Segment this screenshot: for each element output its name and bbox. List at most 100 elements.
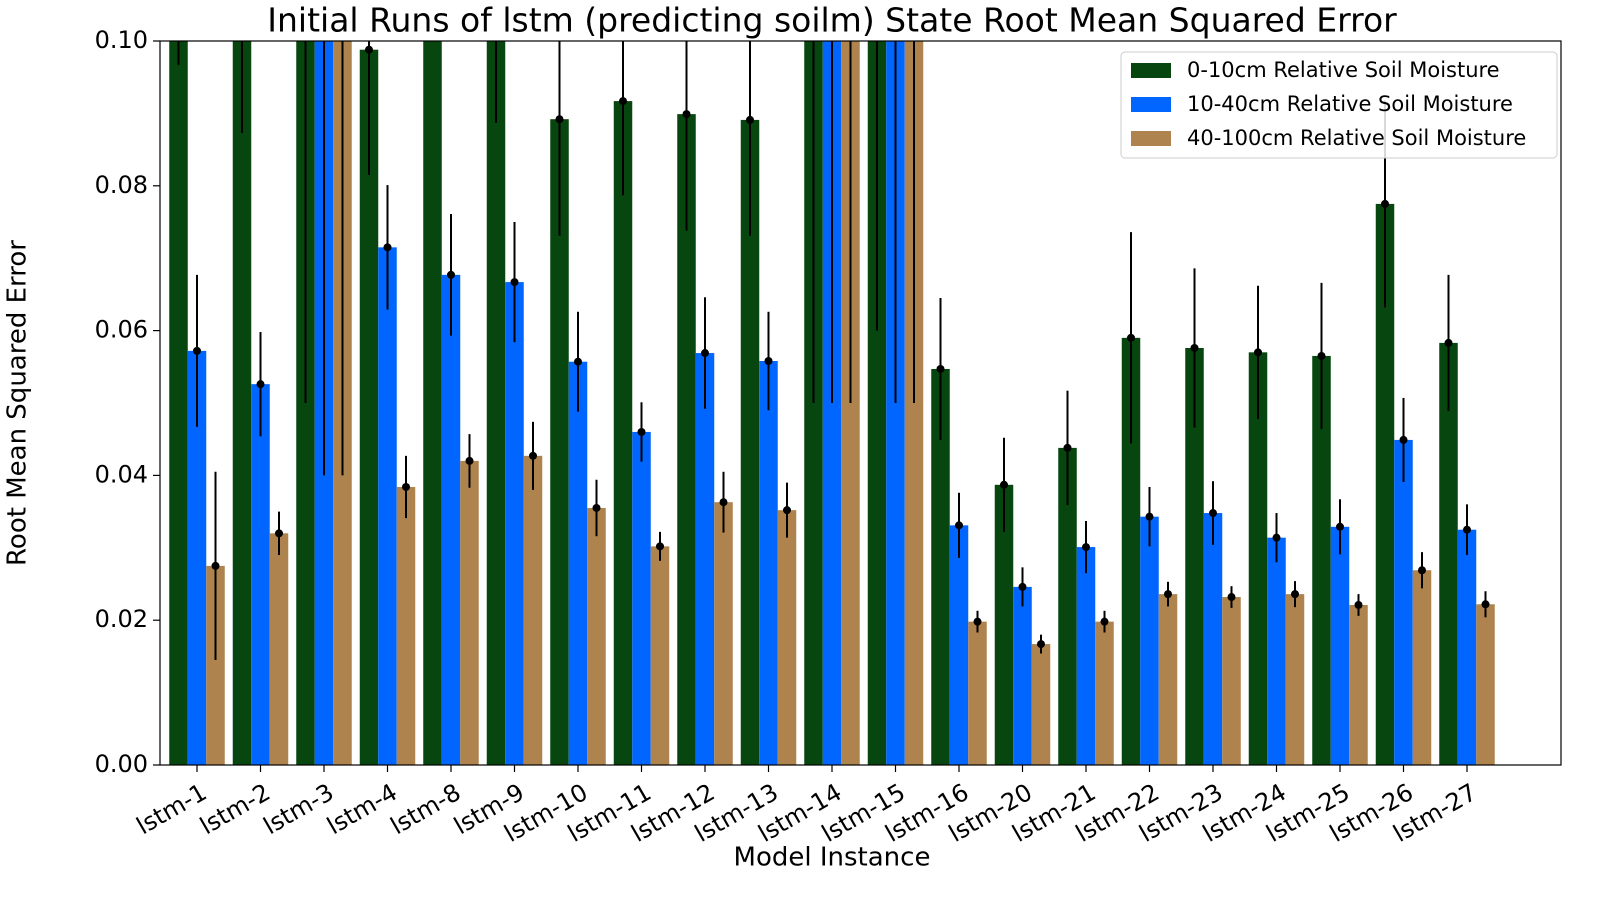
error-point [447,270,455,279]
error-point [1145,512,1154,521]
error-point [1418,566,1426,575]
error-point [1063,443,1072,452]
error-point [1190,343,1199,352]
error-point [1291,590,1299,599]
bar [1439,342,1458,765]
x-tick-label: lstm-4 [322,778,402,840]
bar [523,455,543,765]
error-point [510,278,519,287]
bar [695,353,715,765]
error-point [1164,590,1172,599]
legend-label: 40-100cm Relative Soil Moisture [1187,126,1526,150]
error-point [1399,435,1408,444]
bar [1267,537,1286,765]
bar [251,384,270,765]
error-point [701,349,709,358]
error-point [365,45,373,54]
legend-box [1120,51,1558,159]
bar [1185,347,1204,765]
error-point [656,542,664,551]
error-point [1336,522,1344,531]
bar [206,565,225,765]
error-point [719,498,728,507]
error-point [193,346,201,355]
bar [269,533,289,765]
bar [777,510,797,765]
error-point [256,380,265,389]
bar [550,119,569,765]
error-point [936,364,945,373]
bar [169,41,188,765]
bar [423,41,442,765]
error-point [383,243,392,252]
error-point [592,503,601,512]
bar [1158,594,1178,765]
error-point [783,506,791,515]
legend-swatch [1131,97,1171,112]
legend-swatch [1131,63,1171,78]
bar [505,282,524,765]
error-point [275,529,283,538]
y-axis-label: Root Mean Squared Error [3,240,33,566]
error-point [1082,543,1090,552]
plot-area [169,41,1495,765]
bar [759,361,778,765]
legend-label: 0-10cm Relative Soil Moisture [1187,58,1500,82]
bar [1349,604,1368,765]
bar [650,546,670,765]
error-point [1018,582,1027,591]
error-point [1354,600,1363,609]
error-point [619,97,627,106]
bar [396,486,416,765]
bar [968,621,987,765]
error-point [555,115,564,124]
error-point [1000,480,1008,489]
error-point [955,521,963,530]
y-tick-label: 0.00 [95,750,148,778]
error-point [1317,351,1326,360]
error-point [637,427,646,436]
error-point [1127,333,1135,342]
bar [1031,644,1051,765]
y-tick-label: 0.10 [95,26,148,54]
bar [867,41,887,765]
bar [460,460,479,765]
error-point [1100,617,1109,626]
legend-label: 10-40cm Relative Soil Moisture [1187,92,1513,116]
x-axis-label: Model Instance [734,843,931,873]
bar [1248,352,1268,765]
bar [1476,604,1495,765]
bar [1394,439,1413,765]
error-point [402,482,410,491]
bar [187,350,207,765]
bar [1203,513,1223,765]
error-point [1272,533,1281,542]
error-point [973,617,982,626]
bar [568,361,588,765]
chart-title: Initial Runs of lstm (predicting soilm) … [267,1,1397,40]
error-point [1444,338,1453,347]
bar [1013,586,1032,765]
bar [441,274,461,765]
error-point [211,561,220,570]
error-point [1209,509,1217,518]
plot-frame [159,40,1562,766]
x-tick-label: lstm-2 [195,778,275,840]
bar [1375,203,1395,765]
bar [486,41,506,765]
error-point [529,451,537,460]
error-point [1481,600,1490,609]
bar [632,431,651,765]
bar [677,114,696,765]
error-point [574,357,582,366]
bar [1330,526,1350,765]
error-point [1254,348,1262,357]
bar [1457,529,1477,765]
bar [714,502,733,765]
bar [740,119,760,765]
error-point [1227,593,1236,602]
legend-swatch [1131,131,1171,146]
bar [587,507,606,765]
bar [1312,355,1331,765]
